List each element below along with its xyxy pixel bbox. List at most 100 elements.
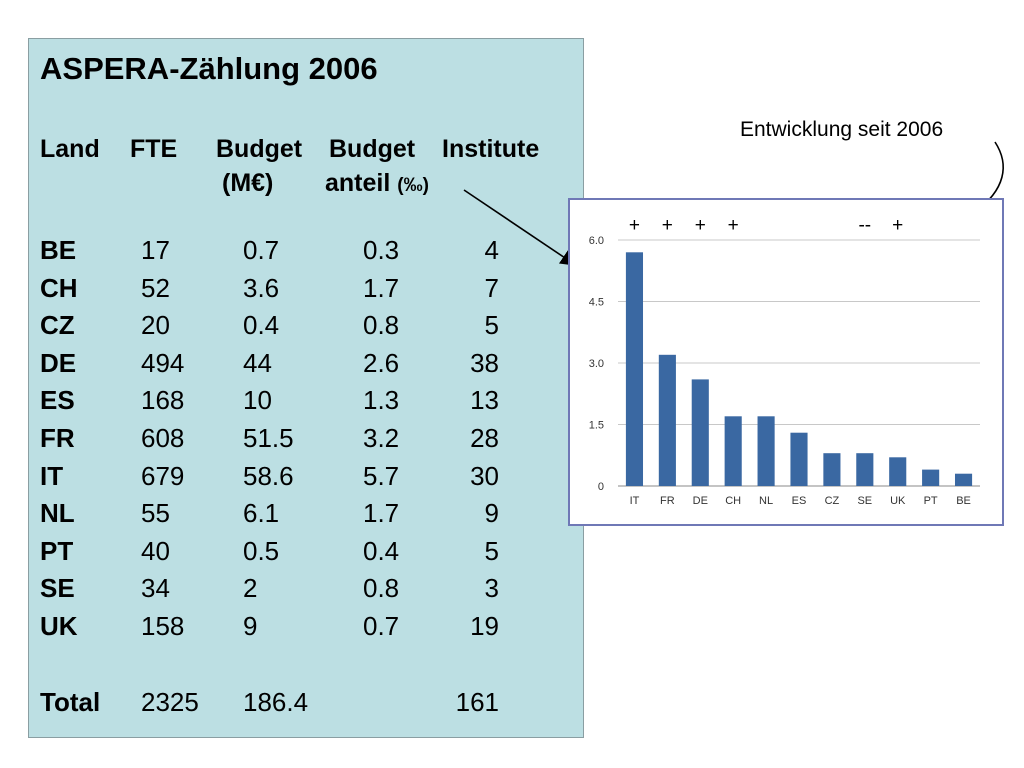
row-fte: 494 [141, 347, 185, 378]
budget-share-chart: 0 1.5 3.0 4.5 6.0 IT + FR + DE + CH + NL ES CZ SE -- UK + PT… [568, 198, 1004, 526]
row-institutes: 30 [470, 460, 499, 491]
bar [757, 416, 775, 486]
row-institutes: 5 [484, 535, 499, 566]
row-fte: 40 [141, 535, 170, 566]
chart-svg: 0 1.5 3.0 4.5 6.0 IT + FR + DE + CH + NL ES CZ SE -- UK + PT… [589, 215, 980, 507]
x-tick-label: IT [630, 495, 640, 507]
row-budget-share: 1.7 [363, 498, 400, 529]
row-budget-share: 0.8 [363, 310, 400, 341]
y-tick-label: 3.0 [589, 358, 604, 370]
y-tick-label: 1.5 [589, 420, 604, 432]
x-tick-label: FR [660, 495, 675, 507]
row-institutes: 13 [470, 385, 499, 416]
bar [724, 416, 742, 486]
total-label: Total [40, 687, 101, 717]
row-budget: 51.5 [243, 423, 294, 453]
row-country: DE [40, 347, 77, 378]
row-fte: 608 [141, 423, 185, 453]
row-budget-share: 1.3 [363, 385, 400, 416]
row-fte: 20 [141, 310, 170, 341]
x-tick-label: CZ [825, 495, 840, 507]
row-budget: 58.6 [243, 460, 294, 491]
row-country: NL [40, 498, 75, 529]
bar [658, 354, 676, 486]
header-budget-unit: (M€) [222, 169, 274, 197]
row-budget: 9 [243, 611, 258, 641]
bar [954, 473, 973, 486]
header-institute: Institute [442, 135, 540, 163]
row-budget: 0.7 [243, 235, 280, 265]
y-tick-label: 4.5 [589, 297, 604, 309]
row-budget: 2 [243, 573, 258, 604]
header-budget-share-sub: anteil (‰) [325, 169, 429, 198]
trend-mark: + [662, 215, 673, 236]
y-tick-label: 6.0 [589, 235, 604, 247]
x-tick-label: PT [924, 495, 938, 507]
header-land: Land [40, 135, 100, 163]
total-institute: 161 [455, 687, 499, 717]
row-budget: 0.5 [243, 535, 280, 566]
x-tick-label: NL [759, 495, 773, 507]
bar [625, 252, 644, 486]
y-tick-label: 0 [598, 481, 604, 493]
row-country: CH [40, 272, 78, 303]
row-budget: 0.4 [243, 310, 280, 341]
row-country: SE [40, 573, 75, 604]
x-tick-label: DE [693, 495, 708, 507]
aspera-table-panel: ASPERA-Zählung 2006 Land FTE Budget (M€)… [28, 38, 584, 738]
row-institutes: 7 [484, 272, 499, 303]
row-budget-share: 0.7 [363, 611, 400, 641]
x-tick-label: BE [956, 495, 971, 507]
row-fte: 52 [141, 272, 170, 303]
row-country: CZ [40, 310, 75, 341]
trend-mark: + [629, 215, 640, 236]
row-country: UK [40, 611, 78, 641]
header-permille-unit: (‰) [397, 175, 429, 196]
row-fte: 158 [141, 611, 185, 641]
row-budget-share: 0.3 [363, 235, 400, 265]
row-country: PT [40, 535, 74, 566]
header-budget-share: Budget [329, 135, 416, 163]
row-budget-share: 5.7 [363, 460, 400, 491]
total-budget: 186.4 [243, 687, 309, 717]
bar [922, 469, 940, 486]
total-fte: 2325 [141, 687, 199, 717]
development-note: Entwicklung seit 2006 [740, 118, 944, 141]
x-tick-label: SE [857, 495, 872, 507]
row-budget: 6.1 [243, 498, 280, 529]
header-anteil-text: anteil [325, 169, 391, 197]
row-institutes: 4 [484, 235, 499, 265]
bar [823, 453, 841, 486]
row-budget: 10 [243, 385, 272, 416]
x-tick-label: ES [792, 495, 807, 507]
row-institutes: 9 [484, 498, 499, 529]
panel-title: ASPERA-Zählung 2006 [40, 51, 378, 86]
row-budget-share: 1.7 [363, 272, 400, 303]
row-budget-share: 0.8 [363, 573, 400, 604]
trend-mark: + [695, 215, 706, 236]
trend-mark: + [728, 215, 739, 236]
header-fte: FTE [130, 135, 178, 163]
bar [691, 379, 709, 486]
row-fte: 168 [141, 385, 185, 416]
row-institutes: 38 [470, 347, 499, 378]
row-fte: 17 [141, 235, 170, 265]
x-tick-label: CH [725, 495, 741, 507]
row-budget-share: 0.4 [363, 535, 400, 566]
bar [856, 453, 874, 486]
row-institutes: 19 [470, 611, 499, 641]
row-country: FR [40, 423, 75, 453]
row-country: BE [40, 235, 77, 265]
row-budget-share: 3.2 [363, 423, 400, 453]
row-budget-share: 2.6 [363, 347, 400, 378]
row-fte: 679 [141, 460, 185, 491]
row-institutes: 3 [484, 573, 499, 604]
x-tick-label: UK [890, 495, 906, 507]
row-institutes: 28 [470, 423, 499, 453]
row-fte: 34 [141, 573, 170, 604]
header-budget: Budget [216, 135, 303, 163]
trend-mark: + [892, 215, 903, 236]
row-country: ES [40, 385, 75, 416]
row-budget: 44 [243, 347, 272, 378]
row-fte: 55 [141, 498, 170, 529]
